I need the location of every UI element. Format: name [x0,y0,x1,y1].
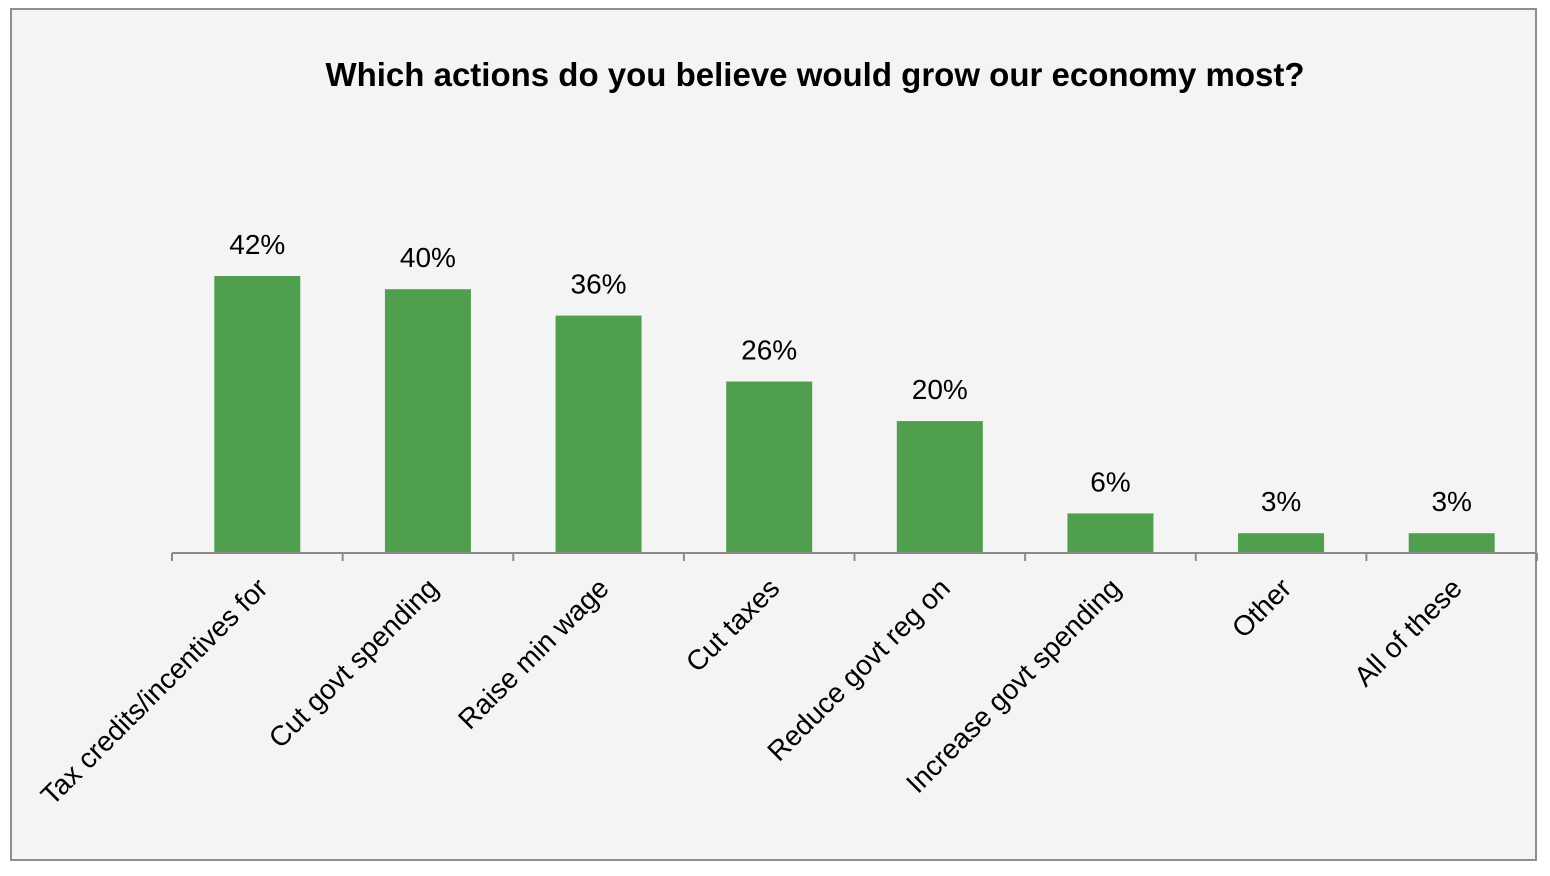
bars-group [214,276,1495,553]
data-label: 6% [1090,466,1130,497]
category-label: Cut govt spending [263,572,445,754]
bar [384,289,471,553]
data-label: 26% [741,335,797,366]
data-label: 42% [229,229,285,260]
category-label: Other [1226,572,1297,643]
chart-title: Which actions do you believe would grow … [325,56,1305,93]
category-label: Tax credits/incentives for [35,572,274,811]
bar [1408,533,1495,553]
bar [896,421,983,553]
bar [214,276,301,553]
data-label: 40% [400,242,456,273]
bar [1067,513,1154,553]
bar [555,315,642,553]
category-label: Cut taxes [680,572,786,678]
category-label: Raise min wage [452,572,615,735]
category-label: Reduce govt reg on [761,572,956,767]
data-label: 36% [571,269,627,300]
data-label: 20% [912,374,968,405]
data-label: 3% [1431,486,1471,517]
data-label: 3% [1261,486,1301,517]
bar [726,381,813,553]
x-axis [171,552,1538,561]
value-labels-group: 42% 40% 36% 26% 20% 6% 3% 3% [229,229,1472,517]
bar [1238,533,1325,553]
category-label: All of these [1348,572,1468,692]
